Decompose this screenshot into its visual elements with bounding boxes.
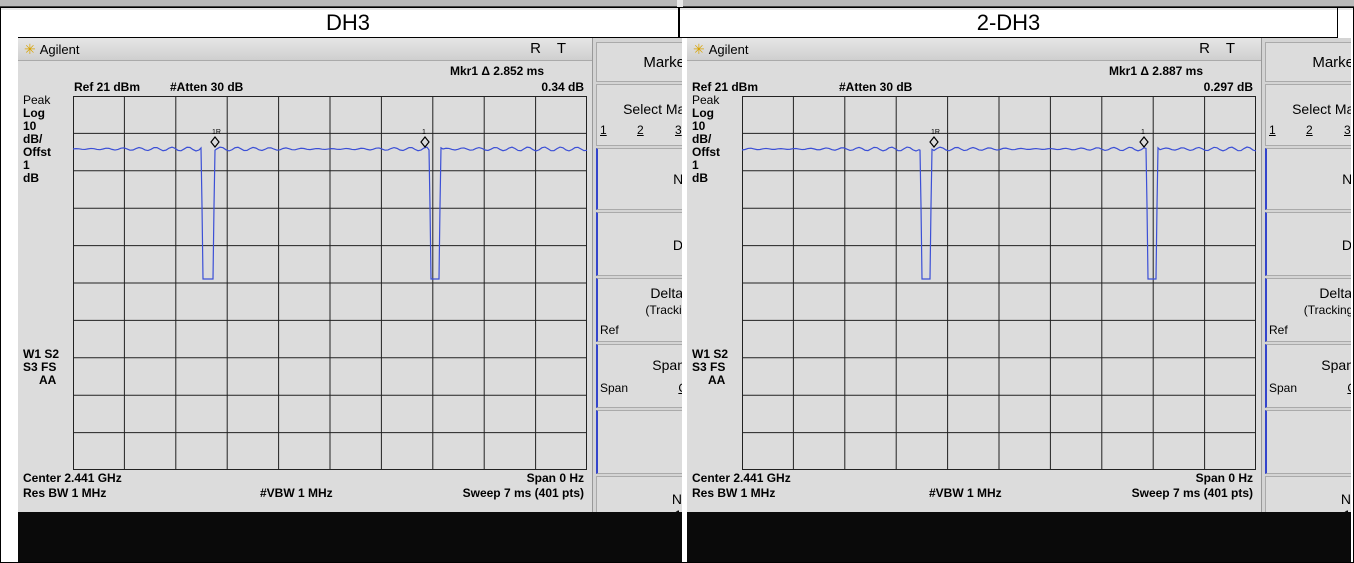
trace-label: AA	[708, 373, 726, 387]
vbw: #VBW 1 MHz	[929, 486, 1002, 500]
agilent-logo-icon: ✳	[24, 41, 36, 57]
span-readout: Span 0 Hz	[526, 471, 584, 485]
ref-level: Ref 21 dBm	[692, 80, 759, 94]
softkey-delta-pair[interactable]: Delta (Tracking Ref	[596, 278, 682, 342]
measurement-trace	[742, 146, 1256, 280]
title-bar: ✳ Agilent R T	[18, 38, 592, 61]
analyzer-display: ✳ Agilent R T Mkr1 Δ 2.887 ms Ref 21 dBm …	[687, 38, 1261, 512]
marker-diamond	[210, 136, 220, 148]
analyzer-display: ✳ Agilent R T Mkr1 Δ 2.852 ms Ref 21 dBm …	[18, 38, 592, 512]
scale-label: 10	[692, 119, 706, 133]
scale-label: 10	[23, 119, 37, 133]
scale-label: 1	[692, 158, 699, 172]
scale-label: dB	[692, 171, 708, 185]
status-indicators: R T	[1199, 40, 1241, 57]
column-header-dh3: DH3	[18, 8, 680, 38]
trace-label: AA	[39, 373, 57, 387]
softkey-delta[interactable]: D	[1265, 212, 1351, 276]
trace-label: W1 S2	[692, 347, 729, 361]
res-bw: Res BW 1 MHz	[692, 486, 776, 500]
display-footer	[687, 512, 1351, 562]
softkey-normal[interactable]: No	[1265, 148, 1351, 210]
scale-label: Log	[23, 106, 45, 120]
attenuation: #Atten 30 dB	[170, 80, 244, 94]
marker-label: 1R	[212, 129, 221, 136]
analyzer-screenshot-dh3: ✳ Agilent R T Mkr1 Δ 2.852 ms Ref 21 dBm …	[18, 38, 682, 562]
scale-label: Log	[692, 106, 714, 120]
softkey-select-marker[interactable]: Select Mar 1 2 3	[596, 84, 682, 146]
softkey-delta-pair[interactable]: Delta (Tracking F Ref	[1265, 278, 1351, 342]
scale-label: 1	[23, 158, 30, 172]
trace-plot: 1R 1	[73, 96, 587, 470]
center-frequency: Center 2.441 GHz	[23, 471, 122, 485]
measurement-trace	[73, 146, 587, 280]
brand-name: Agilent	[39, 42, 80, 57]
brand-name: Agilent	[708, 42, 749, 57]
softkey-span-pair[interactable]: Span Span C	[596, 344, 682, 408]
softkey-span-pair[interactable]: Span Span C	[1265, 344, 1351, 408]
display-footer	[18, 512, 682, 562]
span-readout: Span 0 Hz	[1195, 471, 1253, 485]
vbw: #VBW 1 MHz	[260, 486, 333, 500]
trace-label: S3 FS	[23, 360, 57, 374]
trace-labels: W1 S2 S3 FS AA	[692, 348, 728, 387]
ref-level: Ref 21 dBm	[74, 80, 141, 94]
column-header-2dh3: 2-DH3	[680, 8, 1338, 38]
scale-labels: Peak Log 10 dB/ Offst 1 dB	[23, 94, 51, 185]
res-bw: Res BW 1 MHz	[23, 486, 107, 500]
top-strip	[0, 0, 1354, 10]
trace-plot: 1R 1	[742, 96, 1256, 470]
sweep: Sweep 7 ms (401 pts)	[462, 486, 584, 500]
marker-label: 1R	[931, 129, 940, 136]
marker-diamond	[420, 136, 430, 148]
softkey-panel: Marker Select Mar 1 2 3 No D Delta (Trac…	[1261, 38, 1351, 538]
title-bar: ✳ Agilent R T	[687, 38, 1261, 61]
scale-label: dB	[23, 171, 39, 185]
softkey-marker[interactable]: Marker	[1265, 42, 1351, 82]
graticule: 1R 1	[73, 96, 587, 470]
trace-label: W1 S2	[23, 347, 60, 361]
scale-label: Offst	[23, 145, 51, 159]
scale-labels: Peak Log 10 dB/ Offst 1 dB	[692, 94, 720, 185]
attenuation: #Atten 30 dB	[839, 80, 913, 94]
softkey-blank[interactable]	[1265, 410, 1351, 474]
marker-label: 1	[422, 129, 426, 136]
graticule: 1R 1	[742, 96, 1256, 470]
scale-label: dB/	[692, 132, 712, 146]
softkey-select-marker[interactable]: Select Mar 1 2 3	[1265, 84, 1351, 146]
agilent-logo-icon: ✳	[693, 41, 705, 57]
softkey-panel: Marker Select Mar 1 2 3 No D Delta (Trac…	[592, 38, 682, 538]
marker-label: 1	[1141, 129, 1145, 136]
scale-label: Peak	[692, 93, 720, 107]
center-frequency: Center 2.441 GHz	[692, 471, 791, 485]
marker-readout: Mkr1 Δ 2.887 ms	[1109, 64, 1204, 78]
scale-label: dB/	[23, 132, 43, 146]
scale-label: Offst	[692, 145, 720, 159]
analyzer-screenshot-2dh3: ✳ Agilent R T Mkr1 Δ 2.887 ms Ref 21 dBm …	[687, 38, 1351, 562]
status-indicators: R T	[530, 40, 572, 57]
marker-delta-db: 0.297 dB	[1203, 80, 1253, 94]
trace-label: S3 FS	[692, 360, 726, 374]
marker-delta-db: 0.34 dB	[541, 80, 584, 94]
sweep: Sweep 7 ms (401 pts)	[1131, 486, 1253, 500]
softkey-normal[interactable]: No	[596, 148, 682, 210]
softkey-marker[interactable]: Marker	[596, 42, 682, 82]
trace-labels: W1 S2 S3 FS AA	[23, 348, 59, 387]
scale-label: Peak	[23, 93, 51, 107]
softkey-delta[interactable]: D	[596, 212, 682, 276]
marker-readout: Mkr1 Δ 2.852 ms	[450, 64, 545, 78]
marker-diamond	[1139, 136, 1149, 148]
marker-diamond	[929, 136, 939, 148]
softkey-blank[interactable]	[596, 410, 682, 474]
